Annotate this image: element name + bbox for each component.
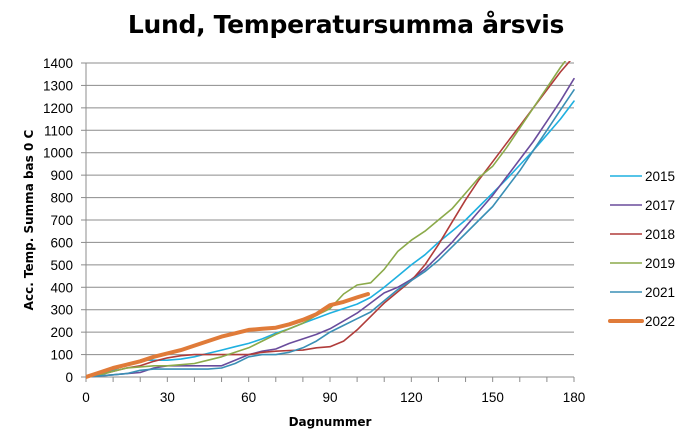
- x-tick-label: 90: [322, 390, 337, 405]
- y-tick-label: 300: [50, 303, 73, 318]
- y-tick-label: 600: [50, 235, 73, 250]
- y-tick-label: 700: [50, 213, 73, 228]
- y-tick-label: 100: [50, 348, 73, 363]
- y-tick-label: 1100: [44, 123, 73, 138]
- legend-item-2019: 2019: [610, 256, 675, 271]
- y-tick-label: 900: [50, 168, 73, 183]
- y-tick-label: 800: [50, 191, 73, 206]
- x-axis-ticks: 0 30 60 90 120 150 180: [82, 377, 585, 405]
- legend-item-2017: 2017: [610, 198, 675, 213]
- x-tick-label: 180: [563, 390, 586, 405]
- y-tick-label: 200: [50, 325, 73, 340]
- y-axis-title: Acc. Temp. Summa bas 0 C: [22, 129, 36, 310]
- x-tick-label: 150: [481, 390, 504, 405]
- plot-series: [86, 61, 575, 379]
- series-line-2022: [86, 292, 370, 379]
- y-tick-label: 1300: [43, 78, 73, 93]
- series-line-2019: [86, 61, 567, 378]
- series-line-2021: [86, 89, 575, 378]
- series-line-2018: [86, 61, 571, 378]
- legend-label: 2017: [645, 198, 675, 213]
- x-tick-label: 0: [82, 390, 90, 405]
- legend-label: 2022: [645, 314, 675, 329]
- x-axis-title: Dagnummer: [289, 415, 372, 429]
- x-tick-label: 30: [160, 390, 175, 405]
- legend-label: 2021: [645, 285, 675, 300]
- legend-item-2021: 2021: [610, 285, 675, 300]
- y-tick-label: 1200: [43, 101, 73, 116]
- legend: 2015 2017 2018 2019 2021 2022: [608, 169, 675, 329]
- gridlines: [86, 62, 574, 356]
- y-tick-label: 500: [50, 258, 73, 273]
- legend-label: 2018: [645, 227, 675, 242]
- y-tick-label: 0: [65, 370, 73, 385]
- x-tick-label: 60: [241, 390, 256, 405]
- y-axis-ticks: 0 100 200 300 400 500 600 700 800 900 1000 1100 1200…: [43, 56, 86, 385]
- x-tick-label: 120: [400, 390, 423, 405]
- series-line-2015: [86, 100, 575, 378]
- y-tick-label: 400: [50, 280, 73, 295]
- legend-label: 2015: [645, 169, 675, 184]
- y-tick-label: 1000: [43, 146, 73, 161]
- legend-label: 2019: [645, 256, 675, 271]
- legend-item-2015: 2015: [610, 169, 675, 184]
- y-tick-label: 1400: [43, 56, 73, 71]
- legend-item-2018: 2018: [610, 227, 675, 242]
- chart-title: Lund, Temperatursumma årsvis: [127, 10, 565, 39]
- legend-item-2022: 2022: [608, 314, 675, 329]
